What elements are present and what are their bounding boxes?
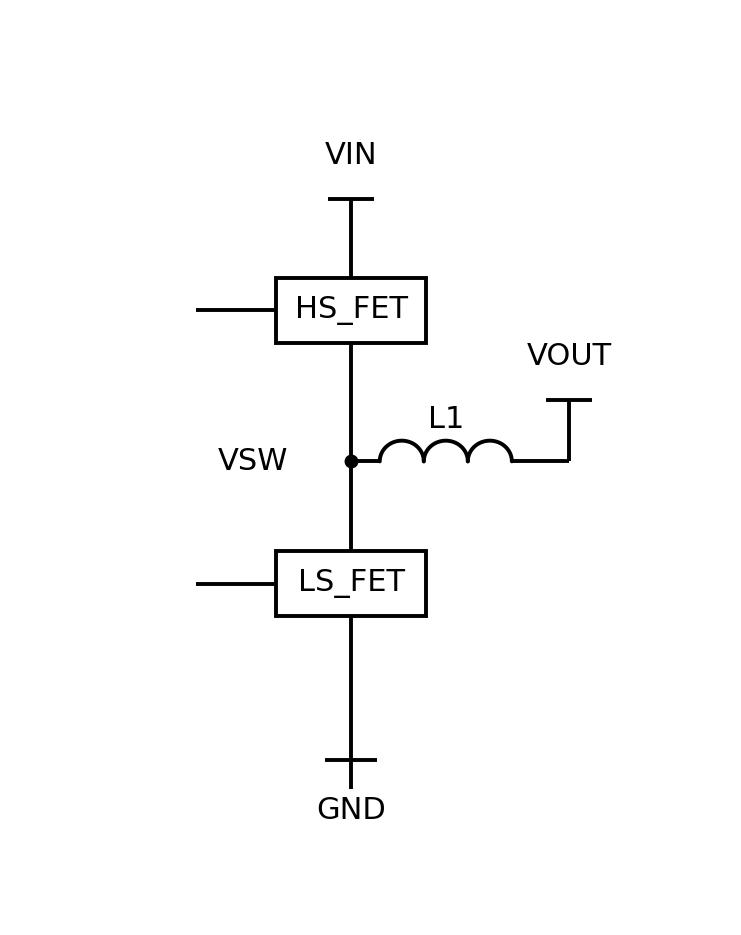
Text: L1: L1 [428, 405, 464, 434]
Text: VIN: VIN [325, 141, 377, 170]
Bar [276, 552, 425, 616]
Text: LS_FET: LS_FET [298, 569, 405, 598]
Text: VOUT: VOUT [527, 342, 612, 371]
Bar [276, 278, 425, 342]
Text: VSW: VSW [219, 447, 288, 476]
Text: GND: GND [316, 797, 386, 826]
Text: HS_FET: HS_FET [295, 295, 408, 324]
